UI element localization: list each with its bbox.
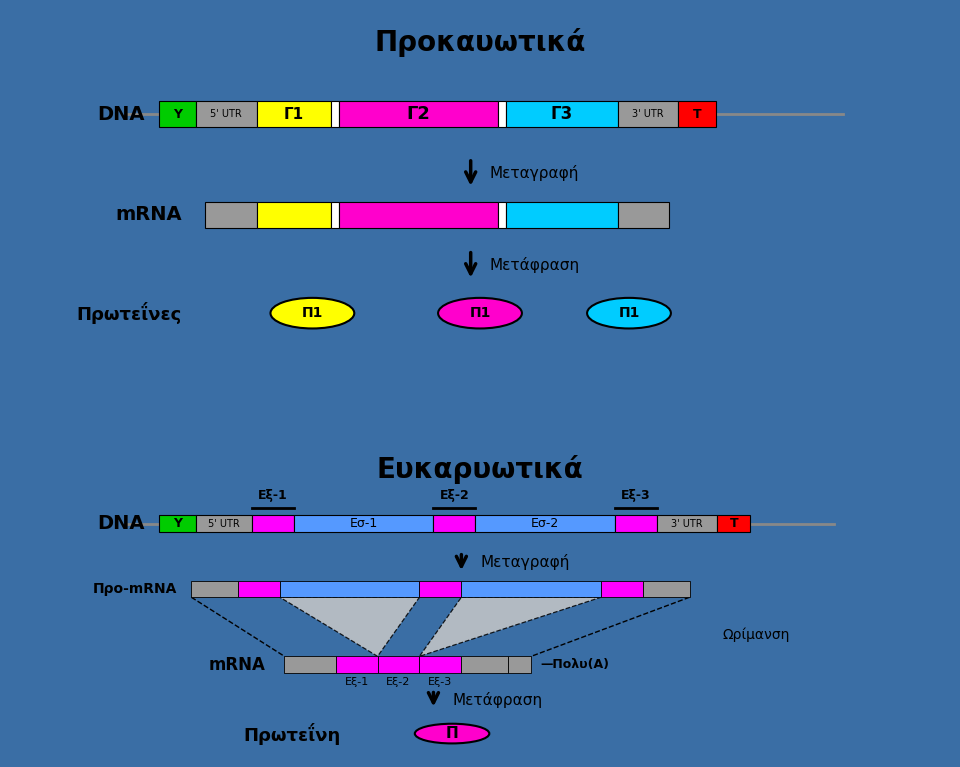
Text: Γ3: Γ3 xyxy=(551,105,573,123)
FancyBboxPatch shape xyxy=(238,581,279,597)
FancyBboxPatch shape xyxy=(420,581,462,597)
FancyBboxPatch shape xyxy=(601,581,643,597)
Text: Π1: Π1 xyxy=(618,306,639,320)
Text: —Πολυ(Α): —Πολυ(Α) xyxy=(540,658,610,671)
FancyBboxPatch shape xyxy=(618,202,669,228)
FancyBboxPatch shape xyxy=(615,515,657,532)
Text: Εξ-2: Εξ-2 xyxy=(386,676,411,686)
FancyBboxPatch shape xyxy=(256,101,331,127)
Text: Εξ-3: Εξ-3 xyxy=(428,676,452,686)
FancyBboxPatch shape xyxy=(158,515,196,532)
FancyBboxPatch shape xyxy=(497,202,506,228)
Text: Πρωτεΐνες: Πρωτεΐνες xyxy=(77,302,182,324)
Ellipse shape xyxy=(415,724,490,743)
FancyBboxPatch shape xyxy=(252,515,294,532)
FancyBboxPatch shape xyxy=(284,657,336,673)
FancyBboxPatch shape xyxy=(196,101,256,127)
Polygon shape xyxy=(420,597,601,657)
FancyBboxPatch shape xyxy=(279,581,420,597)
Text: Πρωτεΐνη: Πρωτεΐνη xyxy=(243,723,340,745)
Ellipse shape xyxy=(588,298,671,328)
Text: Μεταγραφή: Μεταγραφή xyxy=(490,165,579,181)
FancyBboxPatch shape xyxy=(205,202,256,228)
FancyBboxPatch shape xyxy=(462,657,508,673)
FancyBboxPatch shape xyxy=(618,101,679,127)
Text: Εξ-1: Εξ-1 xyxy=(345,676,369,686)
Text: DNA: DNA xyxy=(97,515,145,533)
Text: mRNA: mRNA xyxy=(115,206,182,224)
Text: Προ-mRNA: Προ-mRNA xyxy=(93,582,178,596)
Text: Π1: Π1 xyxy=(301,306,324,320)
Text: Εξ-1: Εξ-1 xyxy=(258,489,288,502)
Text: T: T xyxy=(730,517,738,530)
Text: Y: Y xyxy=(173,517,181,530)
Text: Π1: Π1 xyxy=(469,306,491,320)
FancyBboxPatch shape xyxy=(462,581,601,597)
FancyBboxPatch shape xyxy=(506,101,618,127)
Text: Γ2: Γ2 xyxy=(407,105,430,123)
FancyBboxPatch shape xyxy=(497,101,506,127)
Text: Εσ-1: Εσ-1 xyxy=(349,517,377,530)
FancyBboxPatch shape xyxy=(336,657,377,673)
FancyBboxPatch shape xyxy=(420,657,462,673)
Text: Μεταγραφή: Μεταγραφή xyxy=(480,555,569,571)
Text: DNA: DNA xyxy=(97,105,145,123)
FancyBboxPatch shape xyxy=(294,515,434,532)
Ellipse shape xyxy=(438,298,522,328)
Text: Π: Π xyxy=(445,726,459,741)
FancyBboxPatch shape xyxy=(508,657,531,673)
FancyBboxPatch shape xyxy=(331,202,340,228)
Text: Γ1: Γ1 xyxy=(284,107,303,122)
Text: 3' UTR: 3' UTR xyxy=(633,109,664,119)
Text: mRNA: mRNA xyxy=(209,656,266,673)
Text: 3' UTR: 3' UTR xyxy=(671,518,703,528)
Text: Ωρίμανση: Ωρίμανση xyxy=(722,628,789,643)
Text: Εξ-3: Εξ-3 xyxy=(621,489,651,502)
Text: Ευκαρυωτικά: Ευκαρυωτικά xyxy=(376,456,584,485)
FancyBboxPatch shape xyxy=(679,101,715,127)
Text: Εξ-2: Εξ-2 xyxy=(440,489,469,502)
Polygon shape xyxy=(279,597,420,657)
FancyBboxPatch shape xyxy=(717,515,750,532)
Text: Εσ-2: Εσ-2 xyxy=(531,517,560,530)
FancyBboxPatch shape xyxy=(191,581,238,597)
Text: Προκαυωτικά: Προκαυωτικά xyxy=(374,28,586,57)
FancyBboxPatch shape xyxy=(377,657,420,673)
Text: 5' UTR: 5' UTR xyxy=(210,109,242,119)
FancyBboxPatch shape xyxy=(256,202,331,228)
Text: Y: Y xyxy=(173,107,181,120)
Text: T: T xyxy=(693,107,702,120)
FancyBboxPatch shape xyxy=(643,581,689,597)
Text: 5' UTR: 5' UTR xyxy=(208,518,240,528)
FancyBboxPatch shape xyxy=(434,515,475,532)
Ellipse shape xyxy=(271,298,354,328)
FancyBboxPatch shape xyxy=(340,202,497,228)
FancyBboxPatch shape xyxy=(657,515,717,532)
Text: Μετάφραση: Μετάφραση xyxy=(452,692,542,708)
FancyBboxPatch shape xyxy=(158,101,196,127)
FancyBboxPatch shape xyxy=(475,515,615,532)
FancyBboxPatch shape xyxy=(331,101,340,127)
FancyBboxPatch shape xyxy=(196,515,252,532)
Text: Μετάφραση: Μετάφραση xyxy=(490,257,580,273)
FancyBboxPatch shape xyxy=(340,101,497,127)
FancyBboxPatch shape xyxy=(506,202,618,228)
